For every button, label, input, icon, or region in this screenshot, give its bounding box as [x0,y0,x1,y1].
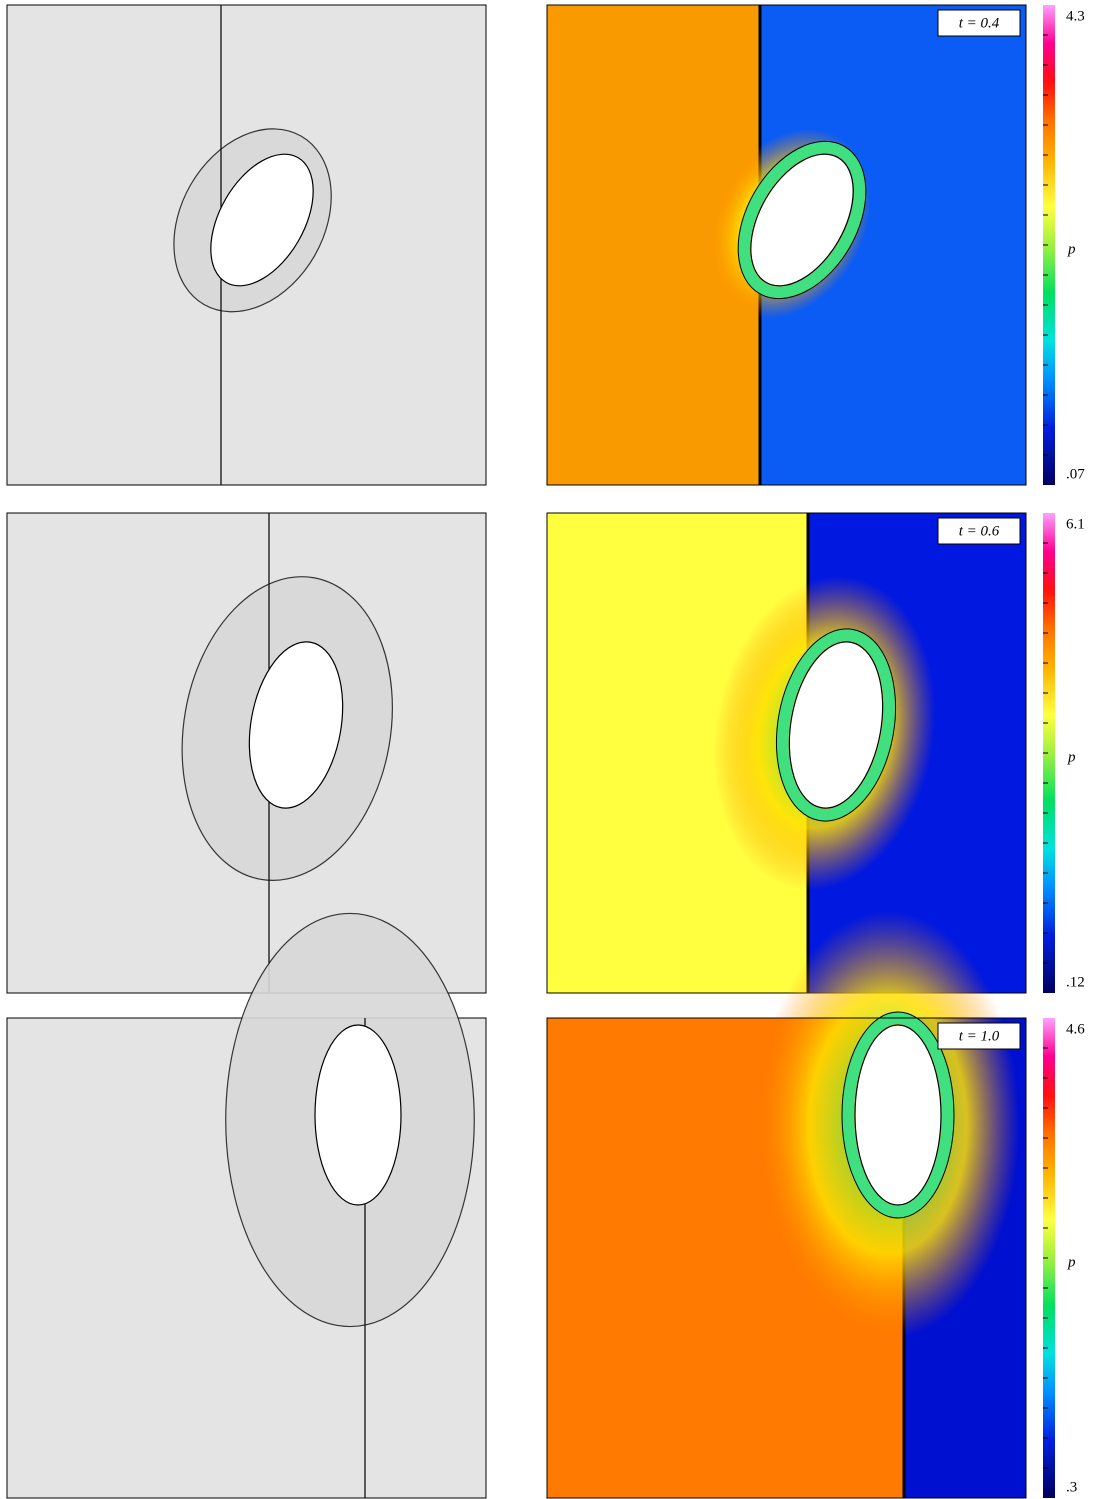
colorbar-min: .3 [1066,1479,1077,1495]
panel-row: t = 1.0 4.6 .3 p [7,911,1085,1498]
obstacle [315,1025,401,1205]
colorbar-label: p [1067,749,1076,765]
obstacle [855,1025,941,1205]
colorbar-label: p [1067,241,1076,257]
colorbar-max: 6.1 [1066,516,1085,532]
time-label: t = 1.0 [959,1028,1000,1044]
time-label: t = 0.4 [959,15,1000,31]
figure: t = 0.4 4.3 .07 p t = 0.6 6.1 .12 p t = 1.0 4.6 .3… [0,0,1099,1499]
colorbar-label: p [1067,1254,1076,1270]
colorbar-max: 4.6 [1066,1021,1085,1037]
colorbar-max: 4.3 [1066,8,1085,24]
colorbar-min: .12 [1066,974,1085,990]
panel-row: t = 0.4 4.3 .07 p [7,5,1085,485]
time-label: t = 0.6 [959,523,1000,539]
colorbar-min: .07 [1066,466,1085,482]
